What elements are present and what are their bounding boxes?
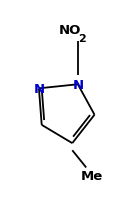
Text: N: N xyxy=(72,78,83,91)
Text: 2: 2 xyxy=(79,33,86,43)
Text: N: N xyxy=(33,82,44,95)
Text: NO: NO xyxy=(58,24,81,37)
Text: Me: Me xyxy=(81,169,103,182)
